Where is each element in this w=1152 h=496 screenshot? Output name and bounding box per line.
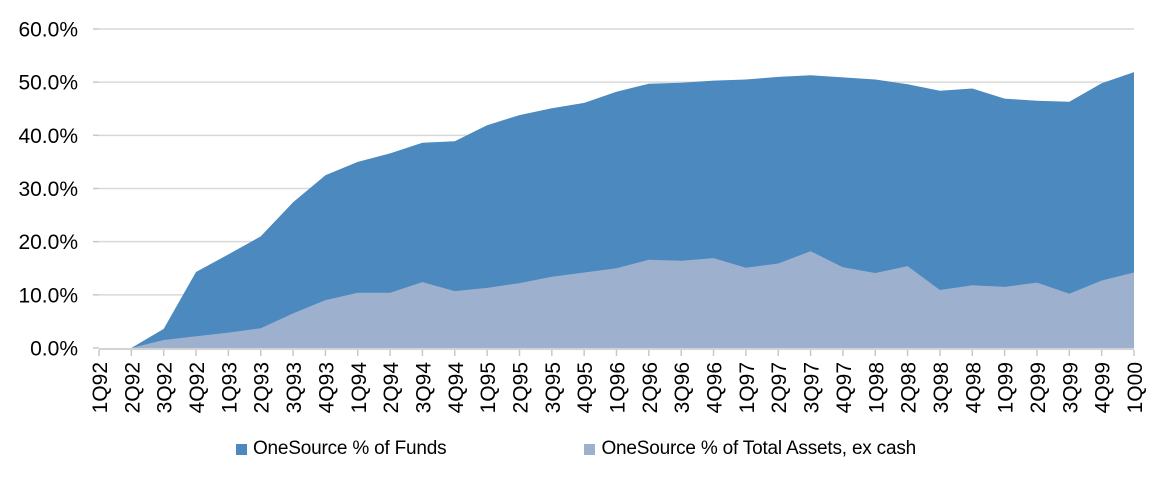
x-axis-label: 3Q98: [930, 362, 953, 413]
x-axis-label: 1Q99: [995, 362, 1018, 413]
x-axis-label: 2Q99: [1027, 362, 1050, 413]
x-axis-label: 3Q92: [154, 362, 177, 413]
x-axis-label: 2Q98: [898, 362, 921, 413]
x-axis-label: 4Q96: [704, 362, 727, 413]
x-axis-label: 4Q98: [962, 362, 985, 413]
x-axis-label: 2Q93: [251, 362, 274, 413]
x-axis-label: 2Q97: [768, 362, 791, 413]
y-axis-label: 0.0%: [30, 338, 78, 361]
x-axis-label: 4Q99: [1092, 362, 1115, 413]
x-axis-label: 3Q95: [542, 362, 565, 413]
y-axis-label: 10.0%: [18, 284, 78, 307]
legend-item-assets: OneSource % of Total Assets, ex cash: [584, 438, 916, 460]
x-axis-label: 1Q00: [1124, 362, 1147, 413]
x-axis-label: 3Q96: [671, 362, 694, 413]
y-axis-label: 30.0%: [18, 178, 78, 201]
x-axis-label: 1Q96: [607, 362, 630, 413]
legend-item-funds: OneSource % of Funds: [235, 438, 447, 460]
x-axis-label: 4Q95: [574, 362, 597, 413]
chart-legend: OneSource % of Funds OneSource % of Tota…: [0, 438, 1152, 460]
x-axis-label: 2Q96: [639, 362, 662, 413]
y-axis-label: 40.0%: [18, 125, 78, 148]
x-axis-label: 4Q93: [315, 362, 338, 413]
x-axis-label: 3Q93: [283, 362, 306, 413]
y-axis-label: 20.0%: [18, 231, 78, 254]
x-axis-label: 3Q94: [412, 362, 435, 414]
x-axis-label: 1Q93: [218, 362, 241, 413]
legend-swatch-funds-icon: [235, 443, 247, 455]
legend-label-funds: OneSource % of Funds: [252, 438, 447, 459]
x-axis-label: 1Q92: [89, 362, 112, 413]
y-axis-label: 50.0%: [18, 72, 78, 95]
chart-canvas: 0.0% 10.0% 20.0% 30.0% 40.0% 50.0% 60.0% 1Q92 2Q…: [18, 19, 1147, 414]
legend-label-assets: OneSource % of Total Assets, ex cash: [601, 438, 917, 459]
x-axis-label: 3Q97: [801, 362, 824, 413]
y-axis-label: 60.0%: [18, 19, 78, 42]
x-axis-label: 4Q97: [833, 362, 856, 413]
x-axis-label: 3Q99: [1059, 362, 1082, 413]
x-axis-label: 1Q94: [348, 362, 371, 414]
x-axis-label: 2Q94: [380, 362, 403, 414]
x-axis-label: 1Q97: [736, 362, 759, 413]
area-series-assets: [99, 251, 1134, 348]
x-axis-label: 4Q94: [445, 362, 468, 414]
legend-swatch-assets-icon: [584, 443, 596, 455]
x-axis-label: 1Q98: [865, 362, 888, 413]
x-axis-label: 2Q92: [121, 362, 144, 413]
x-axis-label: 1Q95: [477, 362, 500, 413]
x-axis-label: 2Q95: [509, 362, 532, 413]
x-axis-label: 4Q92: [186, 362, 209, 413]
